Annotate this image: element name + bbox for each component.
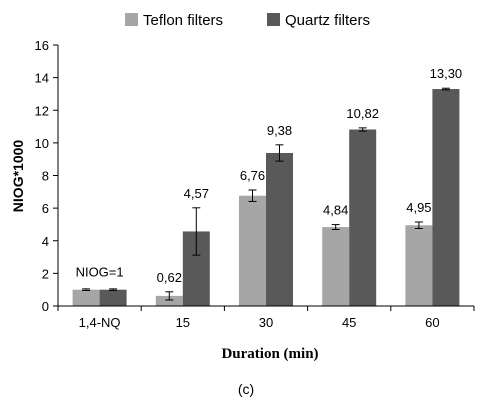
y-tick-label: 10 — [35, 136, 49, 151]
bar-quartz — [99, 289, 127, 306]
x-tick-label: 60 — [425, 315, 439, 330]
data-label: 0,62 — [157, 270, 182, 285]
y-tick-label: 12 — [35, 103, 49, 118]
legend: Teflon filters Quartz filters — [125, 12, 370, 29]
annotation-label: NIOG=1 — [76, 265, 124, 280]
error-bar — [248, 189, 257, 202]
y-tick-label: 16 — [35, 38, 49, 53]
legend-swatch-2 — [267, 13, 280, 26]
bar-quartz — [349, 129, 377, 306]
bar-teflon — [155, 295, 183, 306]
data-label: 13,30 — [430, 66, 463, 81]
bar-teflon — [322, 227, 350, 306]
error-bar — [165, 291, 174, 301]
error-bar — [192, 207, 201, 256]
figure-caption: (c) — [238, 381, 254, 397]
bar-teflon — [405, 225, 433, 306]
data-label: 9,38 — [267, 123, 292, 138]
legend-swatch-1 — [125, 13, 138, 26]
y-tick-label: 0 — [42, 299, 49, 314]
error-bar — [441, 87, 450, 91]
error-bar — [109, 288, 118, 292]
legend-label-2: Quartz filters — [285, 12, 370, 29]
x-tick-label: 45 — [342, 315, 356, 330]
x-tick-label: 1,4-NQ — [79, 315, 121, 330]
plot-area: 0,62 6,76 4,84 4,95 4,57 9,38 10,82 13,30 NIOG=1 — [72, 66, 463, 306]
y-axis: 0 2 4 6 8 10 12 14 16 — [35, 38, 59, 314]
y-tick-label: 2 — [42, 266, 49, 281]
error-bar — [331, 224, 340, 230]
bar-teflon — [239, 195, 266, 306]
error-bar — [414, 221, 423, 230]
x-tick-label: 15 — [176, 315, 190, 330]
bar-teflon — [72, 289, 100, 306]
legend-label-1: Teflon filters — [143, 12, 223, 29]
y-tick-label: 6 — [42, 201, 49, 216]
data-label: 10,82 — [346, 106, 379, 121]
y-tick-label: 14 — [35, 71, 49, 86]
y-tick-label: 4 — [42, 234, 49, 249]
bar-quartz — [432, 89, 460, 306]
data-label: 6,76 — [240, 168, 265, 183]
error-bar — [358, 127, 367, 132]
error-bar — [82, 288, 91, 292]
data-label: 4,95 — [406, 200, 431, 215]
bar-quartz — [266, 152, 293, 306]
x-axis: 1,4-NQ 15 30 45 60 — [57, 305, 475, 330]
error-bar — [275, 144, 284, 162]
x-axis-title: Duration (min) — [221, 346, 318, 362]
x-tick-label: 30 — [259, 315, 273, 330]
y-axis-title: NIOG*1000 — [10, 140, 26, 213]
data-label: 4,84 — [323, 203, 348, 218]
data-label: 4,57 — [184, 186, 209, 201]
y-tick-label: 8 — [42, 169, 49, 184]
